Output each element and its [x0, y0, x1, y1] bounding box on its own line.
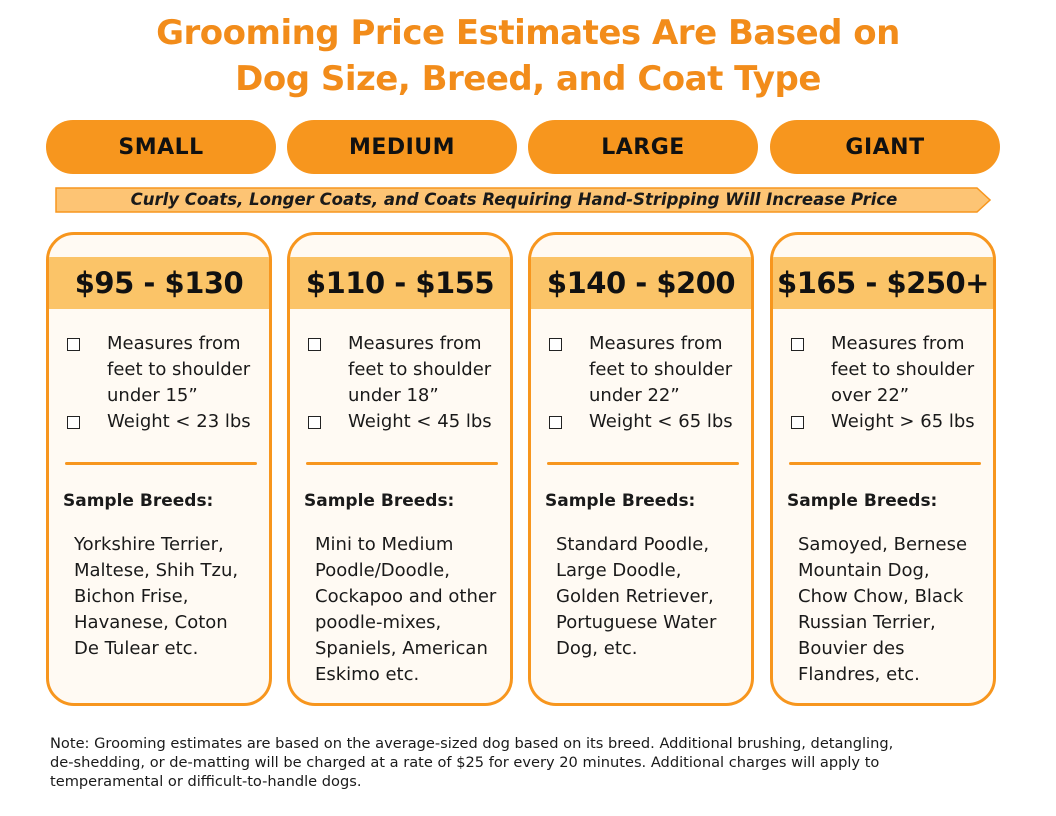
breed-line: Flandres, etc. — [798, 664, 920, 685]
breed-line: Standard Poodle, — [556, 534, 710, 555]
checkbox-icon — [791, 416, 804, 429]
weight-text: Weight < 23 lbs — [107, 411, 251, 432]
banner-text: Curly Coats, Longer Coats, and Coats Req… — [130, 190, 898, 209]
size-criteria: Measures from feet to shoulder over 22” … — [791, 331, 991, 435]
footnote-line: de-shedding, or de-matting will be charg… — [50, 754, 880, 771]
criteria-weight: Weight < 45 lbs — [308, 409, 508, 435]
criteria-height: Measures from feet to shoulder under 22” — [549, 331, 749, 409]
sample-breeds-label: Sample Breeds: — [304, 491, 455, 511]
footnote-line: temperamental or difficult-to-handle dog… — [50, 773, 362, 790]
breed-line: Bichon Frise, — [74, 586, 189, 607]
sample-breeds-list: Mini to Medium Poodle/Doodle, Cockapoo a… — [315, 532, 510, 688]
criteria-height: Measures from feet to shoulder over 22” — [791, 331, 991, 409]
price-range: $165 - $250+ — [773, 257, 993, 309]
breed-line: Chow Chow, Black — [798, 586, 964, 607]
divider — [65, 462, 257, 465]
measure-line: feet to shoulder — [348, 359, 492, 380]
weight-text: Weight < 65 lbs — [589, 411, 733, 432]
title-line-2: Dog Size, Breed, and Coat Type — [235, 59, 821, 99]
breed-line: Poodle/Doodle, — [315, 560, 450, 581]
divider — [547, 462, 739, 465]
price-range: $95 - $130 — [49, 257, 269, 309]
size-pill-large: LARGE — [528, 120, 758, 174]
measure-line: under 18” — [348, 385, 439, 406]
breed-line: Mountain Dog, — [798, 560, 930, 581]
measure-line: Measures from — [107, 333, 241, 354]
measure-line: Measures from — [348, 333, 482, 354]
checkbox-icon — [549, 338, 562, 351]
sample-breeds-label: Sample Breeds: — [545, 491, 696, 511]
breed-line: Dog, etc. — [556, 638, 638, 659]
weight-text: Weight > 65 lbs — [831, 411, 975, 432]
footnote-line: Note: Grooming estimates are based on th… — [50, 735, 894, 752]
size-pill-medium: MEDIUM — [287, 120, 517, 174]
price-range: $140 - $200 — [531, 257, 751, 309]
measure-line: under 15” — [107, 385, 198, 406]
criteria-weight: Weight < 65 lbs — [549, 409, 749, 435]
breed-line: Bouvier des — [798, 638, 905, 659]
breed-line: Spaniels, American — [315, 638, 488, 659]
breed-line: Large Doodle, — [556, 560, 682, 581]
breed-line: poodle-mixes, — [315, 612, 442, 633]
sample-breeds-label: Sample Breeds: — [787, 491, 938, 511]
price-range: $110 - $155 — [290, 257, 510, 309]
checkbox-icon — [308, 338, 321, 351]
breed-line: Havanese, Coton — [74, 612, 228, 633]
breed-line: Portuguese Water — [556, 612, 717, 633]
banner-arrow-shape — [55, 187, 991, 213]
size-pill-small: SMALL — [46, 120, 276, 174]
weight-text: Weight < 45 lbs — [348, 411, 492, 432]
size-criteria: Measures from feet to shoulder under 22”… — [549, 331, 749, 435]
sample-breeds-label: Sample Breeds: — [63, 491, 214, 511]
title-line-1: Grooming Price Estimates Are Based on — [156, 13, 900, 53]
breed-line: Maltese, Shih Tzu, — [74, 560, 239, 581]
checkbox-icon — [791, 338, 804, 351]
divider — [789, 462, 981, 465]
coat-price-banner: Curly Coats, Longer Coats, and Coats Req… — [55, 187, 991, 213]
breed-line: De Tulear etc. — [74, 638, 199, 659]
size-criteria: Measures from feet to shoulder under 18”… — [308, 331, 508, 435]
footnote: Note: Grooming estimates are based on th… — [50, 734, 1010, 791]
measure-line: over 22” — [831, 385, 910, 406]
checkbox-icon — [67, 338, 80, 351]
size-card-medium: $110 - $155 Measures from feet to should… — [287, 232, 513, 706]
criteria-height: Measures from feet to shoulder under 18” — [308, 331, 508, 409]
breed-line: Golden Retriever, — [556, 586, 714, 607]
criteria-weight: Weight > 65 lbs — [791, 409, 991, 435]
breed-line: Russian Terrier, — [798, 612, 936, 633]
size-card-giant: $165 - $250+ Measures from feet to shoul… — [770, 232, 996, 706]
size-criteria: Measures from feet to shoulder under 15”… — [67, 331, 267, 435]
divider — [306, 462, 498, 465]
breed-line: Samoyed, Bernese — [798, 534, 968, 555]
measure-line: feet to shoulder — [831, 359, 975, 380]
size-pill-giant: GIANT — [770, 120, 1000, 174]
checkbox-icon — [67, 416, 80, 429]
sample-breeds-list: Standard Poodle, Large Doodle, Golden Re… — [556, 532, 751, 662]
size-card-large: $140 - $200 Measures from feet to should… — [528, 232, 754, 706]
measure-line: under 22” — [589, 385, 680, 406]
sample-breeds-list: Yorkshire Terrier, Maltese, Shih Tzu, Bi… — [74, 532, 269, 662]
checkbox-icon — [549, 416, 562, 429]
breed-line: Cockapoo and other — [315, 586, 497, 607]
breed-line: Eskimo etc. — [315, 664, 420, 685]
breed-line: Mini to Medium — [315, 534, 454, 555]
measure-line: feet to shoulder — [107, 359, 251, 380]
measure-line: Measures from — [831, 333, 965, 354]
measure-line: Measures from — [589, 333, 723, 354]
size-card-small: $95 - $130 Measures from feet to shoulde… — [46, 232, 272, 706]
sample-breeds-list: Samoyed, Bernese Mountain Dog, Chow Chow… — [798, 532, 993, 688]
criteria-weight: Weight < 23 lbs — [67, 409, 267, 435]
page-title: Grooming Price Estimates Are Based on Do… — [0, 10, 1056, 102]
criteria-height: Measures from feet to shoulder under 15” — [67, 331, 267, 409]
measure-line: feet to shoulder — [589, 359, 733, 380]
breed-line: Yorkshire Terrier, — [74, 534, 224, 555]
checkbox-icon — [308, 416, 321, 429]
